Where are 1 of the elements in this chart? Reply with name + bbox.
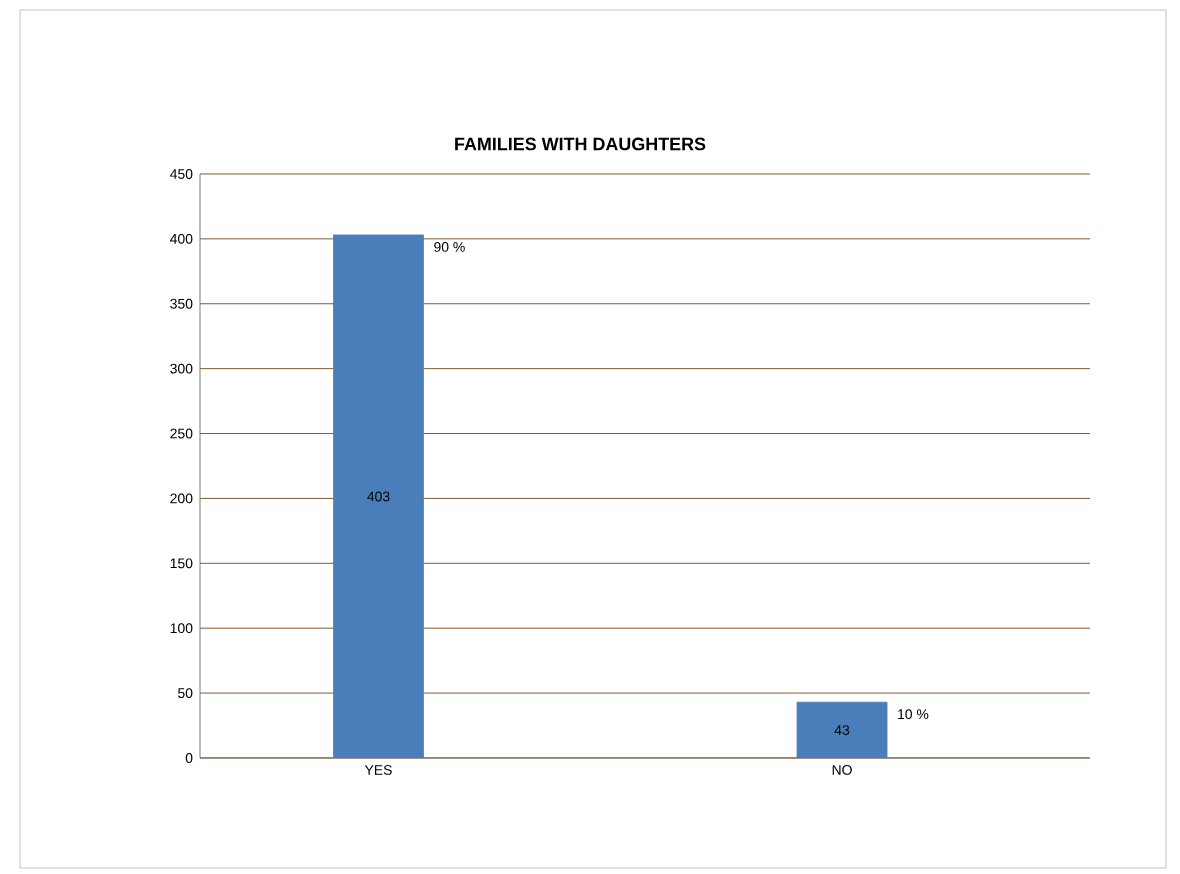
chart-title: FAMILIES WITH DAUGHTERS bbox=[455, 137, 706, 151]
